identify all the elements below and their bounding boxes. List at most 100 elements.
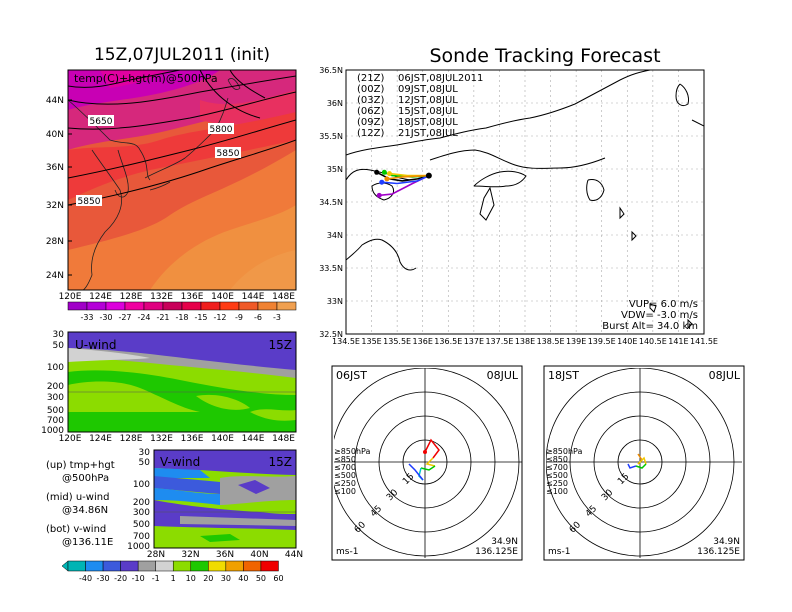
map500-lon-ticks: 120E 124E 128E 132E 136E 140E 144E 148E — [59, 292, 296, 302]
lon-tick-label: 140E — [617, 337, 637, 346]
lat-tick-label: 44N — [285, 550, 303, 560]
level-label: ≤500 — [334, 471, 356, 480]
lat-tick-label: 32N — [181, 550, 199, 560]
contour-label: 5800 — [210, 125, 233, 135]
hodograph-trace — [408, 463, 424, 481]
track-lat-ticks: 36.5N 36N 35.5N 35N 34.5N 34N 33.5N 33N 32.5N — [319, 66, 343, 339]
legend-text: 12JST,08JUL — [398, 95, 458, 106]
hodograph-date: 08JUL — [709, 369, 741, 382]
legend-code: (09Z) — [357, 117, 384, 128]
legend-text: 09JST,08JUL — [398, 84, 458, 95]
hodograph-lon: 136.125E — [697, 547, 740, 557]
legend-code: (06Z) — [357, 106, 384, 117]
colorbar-tick-label: -24 — [137, 313, 150, 322]
colorbar-swatch — [105, 301, 126, 311]
colorbar-tick-label: -20 — [114, 574, 127, 583]
uwind-label: U-wind — [75, 338, 116, 352]
track-endpoint — [386, 171, 392, 177]
lon-tick-label: 148E — [272, 292, 295, 302]
lon-tick-label: 136E — [413, 337, 433, 346]
colorbar-tick-label: -1 — [152, 574, 160, 583]
legend-code: (03Z) — [357, 95, 384, 106]
colorbar-tick-label: -12 — [213, 313, 226, 322]
pressure-tick-label: 200 — [47, 382, 64, 392]
track-series — [374, 169, 432, 198]
note-bot: (bot) v-wind — [46, 524, 106, 535]
hodograph-trace — [424, 438, 440, 459]
colorbar-tick-label: 10 — [186, 574, 196, 583]
lat-tick-label: 36N — [327, 99, 343, 108]
lon-tick-label: 137E — [464, 337, 484, 346]
pressure-tick-label: 50 — [139, 458, 151, 468]
vwind-lat-ticks: 28N 32N 36N 40N 44N — [147, 550, 303, 560]
track-line — [381, 174, 430, 185]
map500-colorbar: -33 -30 -27 -24 -21 -18 -15 -12 -9 -6 -3 — [67, 301, 297, 322]
map500-panel: temp(C)+hgt(m)@500hPa 5650 5800 5850 585… — [46, 69, 297, 322]
colorbar-swatch — [208, 560, 227, 572]
lon-tick-label: 140E — [211, 292, 234, 302]
colorbar-swatch — [225, 560, 244, 572]
contour-label: 5650 — [90, 117, 113, 127]
level-label: ≥850hPa — [334, 447, 371, 456]
colorbar-arrow — [61, 560, 69, 572]
colorbar-swatch — [276, 301, 297, 311]
legend-text: 06JST,08JUL2011 — [398, 73, 483, 84]
pressure-tick-label: 300 — [133, 508, 150, 518]
colorbar-tick-label: -40 — [79, 574, 92, 583]
track-line — [376, 171, 430, 182]
hodograph-time: 18JST — [548, 369, 579, 382]
track-panel: 36.5N 36N 35.5N 35N 34.5N 34N 33.5N 33N 32.5N 13… — [319, 66, 718, 346]
track-info-vdw: VDW= -3.0 m/s — [621, 310, 698, 321]
hodograph-lat: 34.9N — [491, 537, 518, 547]
note-mid2: @34.86N — [62, 505, 108, 516]
pressure-tick-label: 500 — [133, 520, 150, 530]
level-label: ≤100 — [334, 487, 356, 496]
level-label: ≤500 — [546, 471, 568, 480]
note-mid: (mid) u-wind — [46, 492, 109, 503]
lon-tick-label: 141E — [668, 337, 688, 346]
lat-tick-label: 40N — [46, 130, 64, 140]
map500-label: temp(C)+hgt(m)@500hPa — [74, 72, 218, 85]
track-legend: (21Z) 06JST,08JUL2011 (00Z) 09JST,08JUL (03Z… — [357, 73, 483, 139]
colorbar-swatch — [257, 301, 278, 311]
lat-tick-label: 33N — [327, 297, 343, 306]
track-info-vup: VUP= 6.0 m/s — [629, 299, 698, 310]
colorbar-swatch — [124, 301, 145, 311]
colorbar-swatch — [238, 301, 259, 311]
lon-tick-label: 124E — [89, 434, 112, 444]
lat-tick-label: 35N — [327, 165, 343, 174]
hodograph-frame — [543, 365, 745, 561]
lon-tick-label: 120E — [59, 434, 82, 444]
lon-tick-label: 138E — [515, 337, 535, 346]
colorbar-swatch — [67, 560, 86, 572]
note-bot2: @136.11E — [62, 537, 113, 548]
pressure-tick-label: 200 — [133, 498, 150, 508]
track-endpoint — [384, 176, 390, 182]
lon-tick-label: 132E — [150, 434, 173, 444]
colorbar-tick-label: -30 — [99, 313, 112, 322]
hodograph-start — [423, 450, 427, 454]
map500-contour-labels: 5650 5800 5850 5850 — [76, 115, 241, 207]
colorbar-tick-label: -18 — [175, 313, 188, 322]
lon-tick-label: 136.5E — [434, 337, 462, 346]
lat-tick-label: 44N — [46, 96, 64, 106]
colorbar-tick-label: -10 — [132, 574, 145, 583]
right-title: Sonde Tracking Forecast — [429, 45, 660, 67]
colorbar-tick-label: 30 — [221, 574, 231, 583]
track-lon-ticks: 134.5E 135E 135.5E 136E 136.5E 137E 137.5E 138E… — [332, 337, 718, 346]
map500-lat-ticks: 44N 40N 36N 32N 28N 24N — [46, 96, 72, 281]
legend-text: 21JST,08JUL — [398, 128, 458, 139]
pressure-tick-label: 700 — [133, 532, 150, 542]
level-label: ≤850 — [334, 455, 356, 464]
colorbar-tick-label: 40 — [238, 574, 248, 583]
lon-tick-label: 135E — [361, 337, 381, 346]
note-up2: @500hPa — [62, 473, 109, 484]
colorbar-tick-label: -9 — [235, 313, 243, 322]
lat-tick-label: 36N — [46, 163, 64, 173]
uwind-lon-ticks: 120E 124E 128E 132E 136E 140E 144E 148E — [59, 434, 296, 444]
colorbar-swatch — [243, 560, 262, 572]
lat-tick-label: 32.5N — [319, 330, 343, 339]
